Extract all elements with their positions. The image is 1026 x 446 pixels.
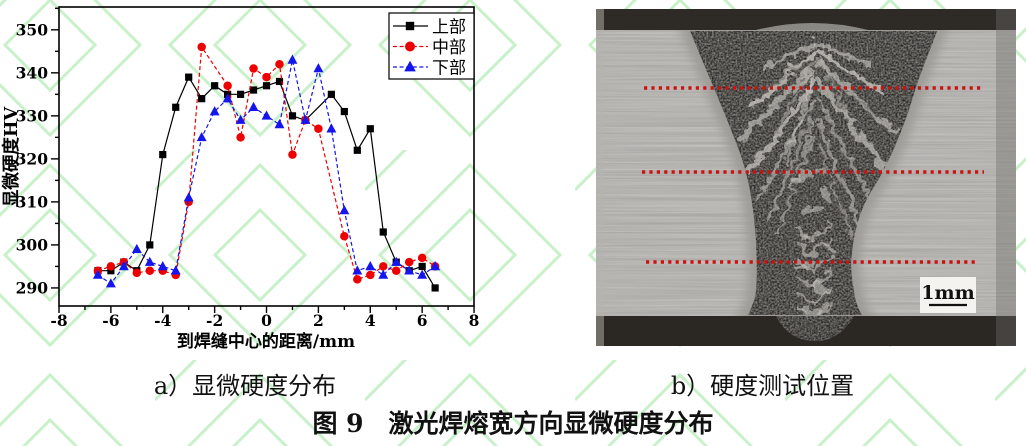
plot-area: -8 -6 -4 -2 0 2 4 6 8 290 300 310 320 330 340 350 到焊缝中心的…	[1, 6, 480, 352]
svg-text:1mm: 1mm	[921, 282, 974, 304]
svg-text:-4: -4	[154, 311, 171, 330]
svg-text:320: 320	[16, 149, 49, 168]
svg-text:330: 330	[16, 106, 49, 125]
caption-subfigure-a: a）显微硬度分布	[153, 372, 337, 400]
y-axis-title: 显微硬度HV	[1, 107, 22, 208]
svg-text:290: 290	[16, 278, 49, 297]
svg-text:8: 8	[469, 311, 480, 330]
axis-ticks	[51, 7, 475, 313]
hardness-test-lines	[642, 86, 984, 264]
svg-text:上部: 上部	[432, 18, 466, 38]
x-axis-title: 到焊缝中心的距离/mm	[177, 331, 355, 352]
svg-text:300: 300	[16, 235, 49, 254]
svg-text:310: 310	[16, 192, 49, 211]
svg-text:340: 340	[16, 63, 49, 82]
svg-text:下部: 下部	[432, 59, 466, 79]
svg-text:6: 6	[417, 311, 428, 330]
series-1	[93, 42, 440, 284]
weld-micrograph: 1mm	[596, 9, 1016, 346]
svg-text:-8: -8	[50, 311, 67, 330]
svg-text:-6: -6	[102, 311, 119, 330]
series-2	[92, 54, 441, 288]
axis-tick-labels: -8 -6 -4 -2 0 2 4 6 8 290 300 310 320 330 340 350	[16, 20, 480, 330]
hardness-line-chart: -8 -6 -4 -2 0 2 4 6 8 290 300 310 320 330 340 350 到焊缝中心的…	[1, 6, 480, 352]
svg-text:2: 2	[313, 311, 324, 330]
svg-text:4: 4	[365, 311, 376, 330]
scale-bar: 1mm	[920, 277, 976, 313]
dendrites	[731, 37, 895, 237]
figure-caption: 图 9 激光焊熔宽方向显微硬度分布	[312, 409, 714, 438]
top-surface	[596, 9, 1016, 30]
series-0	[94, 73, 439, 292]
svg-text:0: 0	[261, 311, 272, 330]
caption-subfigure-b: b）硬度测试位置	[670, 372, 855, 400]
svg-text:350: 350	[16, 20, 49, 39]
svg-text:中部: 中部	[432, 38, 466, 58]
svg-text:-2: -2	[206, 311, 223, 330]
